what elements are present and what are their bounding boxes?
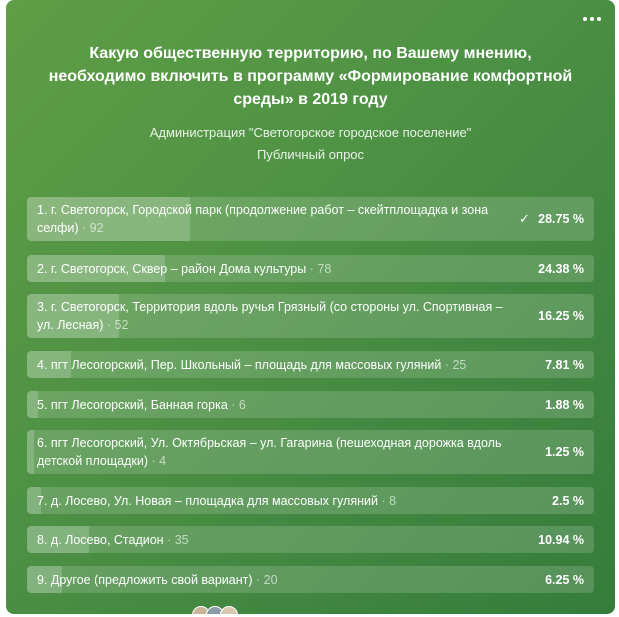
poll-author[interactable]: Администрация "Светогорское городское по… <box>149 125 472 140</box>
poll-option-7[interactable]: 7. д. Лосево, Ул. Новая – площадка для м… <box>27 487 594 514</box>
poll-option-2[interactable]: 2. г. Светогорск, Сквер – район Дома кул… <box>27 255 594 282</box>
option-bar-fill <box>27 351 72 378</box>
option-percent: 24.38 % <box>538 261 584 276</box>
option-percent: 7.81 % <box>545 357 584 372</box>
option-text: 8. д. Лосево, Стадион <box>37 532 164 547</box>
poll-title: Какую общественную территорию, по Вашему… <box>48 45 573 108</box>
option-bar-fill <box>27 487 42 514</box>
option-text: 7. д. Лосево, Ул. Новая – площадка для м… <box>37 493 378 508</box>
option-text: 2. г. Светогорск, Сквер – район Дома кул… <box>37 261 307 276</box>
option-percent: 2.5 % <box>552 493 584 508</box>
option-text: 4. пгт Лесогорский, Пер. Школьный – площ… <box>37 357 442 372</box>
option-count: · 78 <box>309 261 332 276</box>
poll-option-9[interactable]: 9. Другое (предложить свой вариант) · 20… <box>27 566 594 593</box>
more-dots-icon[interactable] <box>577 8 607 30</box>
option-bar-fill <box>27 391 38 418</box>
option-text: 1. г. Светогорск, Городской парк (продол… <box>37 203 489 235</box>
poll-card: Какую общественную территорию, по Вашему… <box>6 0 615 614</box>
option-bar-fill <box>27 566 63 593</box>
option-text: 9. Другое (предложить свой вариант) <box>37 572 253 587</box>
option-bar-fill <box>27 430 35 474</box>
option-text: 5. пгт Лесогорский, Банная горка <box>37 397 228 412</box>
option-bar-fill <box>27 255 166 282</box>
option-percent: 10.94 % <box>538 532 584 547</box>
option-bar-fill <box>27 197 190 241</box>
option-text: 6. пгт Лесогорский, Ул. Октябрьская – ул… <box>37 436 502 468</box>
option-percent: 16.25 % <box>538 309 584 323</box>
option-percent: 28.75 % <box>538 212 584 226</box>
voter-avatars[interactable] <box>192 606 238 614</box>
poll-option-4[interactable]: 4. пгт Лесогорский, Пер. Школьный – площ… <box>27 351 594 378</box>
option-count: · 52 <box>106 318 129 332</box>
option-percent: 6.25 % <box>545 572 584 587</box>
option-count: · 20 <box>256 572 278 587</box>
option-count: · 92 <box>82 221 104 235</box>
option-text: 3. г. Светогорск, Территория вдоль ручья… <box>37 300 503 332</box>
option-percent: 1.25 % <box>545 445 584 459</box>
option-count: · 6 <box>231 397 246 412</box>
poll-option-6[interactable]: 6. пгт Лесогорский, Ул. Октябрьская – ул… <box>27 430 594 474</box>
option-count: · 25 <box>444 357 467 372</box>
option-bar-fill <box>27 294 120 338</box>
poll-option-3[interactable]: 3. г. Светогорск, Территория вдоль ручья… <box>27 294 594 338</box>
avatar <box>220 606 238 614</box>
poll-option-8[interactable]: 8. д. Лосево, Стадион · 35 10.94 % <box>27 526 594 553</box>
poll-option-5[interactable]: 5. пгт Лесогорский, Банная горка · 6 1.8… <box>27 391 594 418</box>
option-count: · 4 <box>151 454 167 468</box>
option-count: · 8 <box>381 493 397 508</box>
checkmark-icon: ✓ <box>519 211 530 226</box>
option-count: · 35 <box>167 532 189 547</box>
poll-type: Публичный опрос <box>256 147 365 162</box>
option-percent: 1.88 % <box>545 397 584 412</box>
option-bar-fill <box>27 526 90 553</box>
poll-option-1[interactable]: 1. г. Светогорск, Городской парк (продол… <box>27 197 594 241</box>
